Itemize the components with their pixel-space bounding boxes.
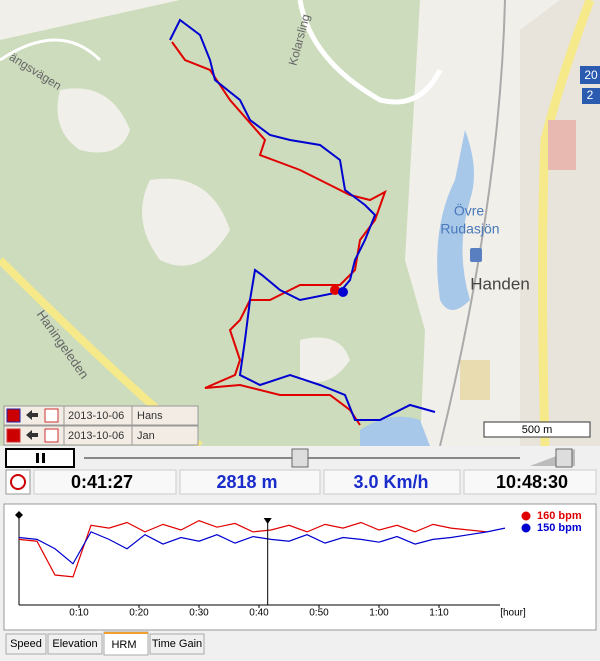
- tab[interactable]: [47, 633, 103, 655]
- building: [548, 120, 576, 170]
- stat-box: [463, 469, 597, 495]
- x-tick-label: 0:40: [249, 608, 269, 619]
- stat-box: [179, 469, 321, 495]
- road-shield: [580, 66, 600, 84]
- position-hans: [330, 285, 340, 295]
- slider-thumb[interactable]: [291, 448, 309, 468]
- x-tick-label: 0:10: [69, 608, 89, 619]
- x-tick-label: 0:50: [309, 608, 329, 619]
- building: [460, 360, 490, 400]
- x-tick-label: 1:10: [429, 608, 449, 619]
- pause-button[interactable]: [5, 448, 75, 468]
- highway: [538, 0, 595, 447]
- pause-icon: [42, 453, 45, 463]
- x-tick-label: 1:00: [369, 608, 389, 619]
- map-label: Övre: [454, 202, 485, 219]
- road: [0, 38, 102, 62]
- stat-box: [323, 469, 461, 495]
- go-icon[interactable]: [26, 430, 38, 440]
- cursor-marker: [263, 518, 272, 524]
- position-jan: [338, 287, 348, 297]
- chart-panel: [3, 503, 597, 631]
- road: [297, 0, 443, 105]
- road-shield: [582, 88, 600, 104]
- distance: 2818 m: [216, 472, 277, 492]
- tabs: Speed Elevation HRM Time Gain: [5, 631, 205, 656]
- map-label: Handen: [470, 274, 530, 293]
- clearing: [300, 337, 350, 383]
- tab-label[interactable]: Time Gain: [152, 638, 202, 650]
- list-icon[interactable]: [44, 428, 59, 443]
- elapsed-time: 0:41:27: [71, 472, 133, 492]
- track-date: 2013-10-06: [68, 410, 124, 422]
- tab[interactable]: [5, 633, 47, 655]
- lake: [437, 130, 474, 310]
- railway: [439, 0, 506, 447]
- tab-label[interactable]: Speed: [10, 638, 42, 650]
- clock-time: 10:48:30: [496, 472, 568, 492]
- map-label: 20: [584, 68, 598, 82]
- track-color[interactable]: [6, 408, 21, 423]
- list-icon[interactable]: [44, 408, 59, 423]
- speed: 3.0 Km/h: [353, 472, 428, 492]
- track-hans: [171, 41, 387, 426]
- x-tick-label: 0:20: [129, 608, 149, 619]
- axis-marker: [15, 511, 23, 519]
- clock-button[interactable]: [5, 469, 31, 495]
- hr-line: [18, 519, 488, 578]
- map[interactable]: Kolarsling ängsvägen Haningeleden Övre R…: [0, 0, 600, 450]
- lake: [360, 416, 430, 446]
- track-name: Jan: [137, 430, 155, 442]
- station-icon: [470, 248, 482, 262]
- legend-marker: [521, 511, 531, 521]
- speed-thumb[interactable]: [555, 448, 573, 468]
- clock-icon: [10, 474, 26, 490]
- hr-line: [18, 527, 506, 565]
- map-label: 2: [587, 88, 594, 102]
- clearing: [57, 88, 130, 153]
- legend-marker: [521, 523, 531, 533]
- hrm-chart: 0:10 0:20 0:30 0:40 0:50 1:00 1:10 [hour] 160 bp…: [15, 510, 582, 619]
- x-axis-label: [hour]: [500, 608, 526, 619]
- pause-icon: [36, 453, 39, 463]
- track-row[interactable]: 2013-10-06 Jan: [3, 425, 199, 446]
- go-icon[interactable]: [26, 410, 38, 420]
- x-tick-label: 0:30: [189, 608, 209, 619]
- stat-box: [33, 469, 177, 495]
- tab-highlight: [104, 632, 148, 634]
- tab-label[interactable]: Elevation: [52, 638, 97, 650]
- track-list: 2013-10-06 Hans 2013-10-06 Jan: [3, 405, 199, 446]
- track-date: 2013-10-06: [68, 430, 124, 442]
- tab-label[interactable]: HRM: [111, 639, 136, 651]
- scale-label: 500 m: [522, 424, 553, 436]
- track-jan: [169, 18, 436, 421]
- map-label: Rudasjön: [440, 221, 499, 237]
- tab[interactable]: [149, 633, 205, 655]
- track-row[interactable]: 2013-10-06 Hans: [3, 405, 199, 426]
- scale-bar: [483, 421, 591, 438]
- track-color[interactable]: [6, 428, 21, 443]
- legend-label: 160 bpm: [537, 510, 582, 522]
- track-name: Hans: [137, 410, 163, 422]
- clearing: [142, 178, 230, 266]
- legend-label: 150 bpm: [537, 522, 582, 534]
